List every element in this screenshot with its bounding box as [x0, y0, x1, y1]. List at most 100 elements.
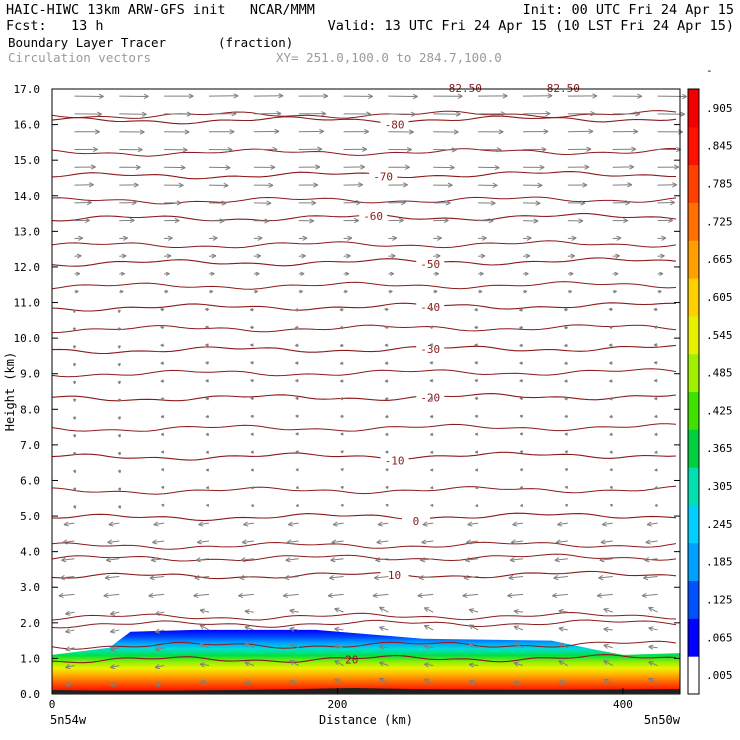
wind-vector-head: [72, 380, 77, 385]
wind-vector-head: [249, 307, 254, 312]
wind-vector-head: [379, 661, 385, 667]
wind-vector-head: [294, 308, 299, 312]
wind-vector-head: [250, 486, 254, 490]
isotherm-minor: [51, 485, 677, 495]
y-tick-label: 14.0: [14, 190, 41, 203]
wind-vector: [199, 624, 210, 631]
wind-vector-head: [295, 503, 299, 508]
wind-vector-head: [379, 625, 385, 632]
wind-vector-head: [199, 608, 205, 614]
wind-vector: [343, 237, 353, 239]
wind-vector-head: [466, 539, 472, 545]
end-point-label: 5n50w: [644, 713, 681, 727]
wind-vector: [74, 237, 83, 239]
wind-vector: [298, 255, 306, 257]
wind-vector-head: [65, 664, 71, 670]
wind-vector-head: [400, 199, 406, 206]
isotherm-minor: [51, 611, 677, 621]
wind-vector: [65, 665, 75, 669]
wind-vector-head: [385, 450, 389, 454]
wind-vector-head: [250, 432, 254, 436]
wind-vector: [63, 522, 75, 526]
wind-vector-head: [109, 610, 116, 616]
y-tick-label: 7.0: [20, 439, 40, 452]
wind-vector: [208, 237, 218, 239]
y-tick-label: 15.0: [14, 154, 41, 167]
wind-vector-head: [519, 414, 523, 418]
colorbar-label: .365: [706, 442, 733, 455]
wind-vector: [648, 646, 658, 649]
wind-vector-head: [608, 325, 613, 330]
wind-vector-head: [272, 146, 278, 152]
wind-vector: [244, 681, 254, 684]
wind-vector-head: [633, 128, 639, 135]
wind-vector-head: [62, 539, 68, 545]
wind-vector: [343, 255, 351, 257]
wind-vector-head: [104, 575, 110, 581]
wind-vector-head: [513, 642, 520, 648]
wind-vector-head: [205, 396, 209, 401]
wind-vector-head: [564, 379, 568, 383]
wind-vector: [557, 522, 568, 526]
tracer-fill-layer: [52, 629, 680, 694]
wind-vector-head: [674, 164, 679, 170]
wind-vector: [334, 628, 344, 631]
wind-vector: [552, 593, 568, 597]
wind-vector-head: [278, 93, 284, 99]
wind-vector-head: [410, 111, 416, 117]
wind-vector: [289, 680, 299, 684]
wind-vector: [462, 593, 479, 597]
wind-vector-head: [609, 485, 613, 490]
wind-vector: [65, 647, 75, 651]
wind-vector-head: [205, 361, 209, 365]
wind-vector-head: [490, 200, 496, 206]
colorbar-swatch: [688, 580, 699, 619]
wind-vector: [379, 662, 389, 667]
wind-vector-head: [558, 608, 564, 615]
wind-vector-head: [154, 664, 161, 670]
y-tick-label: 3.0: [20, 581, 40, 594]
wind-vector-head: [510, 539, 517, 545]
wind-vector-head: [509, 557, 515, 563]
colorbar-label: .725: [706, 215, 733, 228]
wind-vector: [513, 625, 524, 631]
wind-vector-head: [500, 111, 506, 117]
wind-vector-head: [629, 164, 635, 170]
wind-vector: [155, 647, 165, 651]
wind-vector: [376, 540, 389, 543]
terrain: [52, 688, 680, 693]
colorbar-label: .245: [706, 518, 733, 531]
wind-vector-head: [385, 485, 389, 490]
y-tick-label: 12.0: [14, 261, 41, 274]
wind-vector-head: [289, 643, 295, 648]
wind-vector-head: [161, 503, 165, 507]
wind-vector: [507, 593, 524, 597]
wind-vector-head: [257, 235, 263, 241]
wind-vector-head: [339, 325, 344, 330]
wind-vector-head: [244, 625, 250, 631]
wind-vector-head: [449, 164, 455, 171]
wind-vector-head: [543, 128, 549, 135]
wind-vector-head: [392, 235, 398, 241]
isotherm-label--60: -60: [363, 210, 383, 223]
wind-vector-head: [654, 396, 658, 401]
wind-vector: [330, 558, 344, 561]
wind-vector: [603, 608, 613, 613]
wind-vector-head: [643, 575, 649, 581]
wind-vector-head: [468, 679, 475, 685]
wind-vector-head: [364, 129, 369, 135]
wind-vector-head: [507, 592, 513, 599]
wind-vector: [513, 642, 524, 649]
wind-vector-head: [613, 289, 617, 294]
wind-vector: [244, 661, 255, 666]
wind-vector-head: [129, 217, 135, 224]
colorbar-swatch: [688, 278, 699, 317]
colorbar-swatch: [688, 504, 699, 544]
wind-vector-head: [289, 679, 295, 685]
wind-vector-head: [61, 557, 67, 563]
wind-vector-head: [430, 450, 434, 454]
wind-vector-head: [321, 111, 327, 117]
wind-vector-head: [502, 93, 508, 99]
wind-vector-head: [117, 309, 121, 313]
wind-vector-head: [161, 450, 165, 454]
